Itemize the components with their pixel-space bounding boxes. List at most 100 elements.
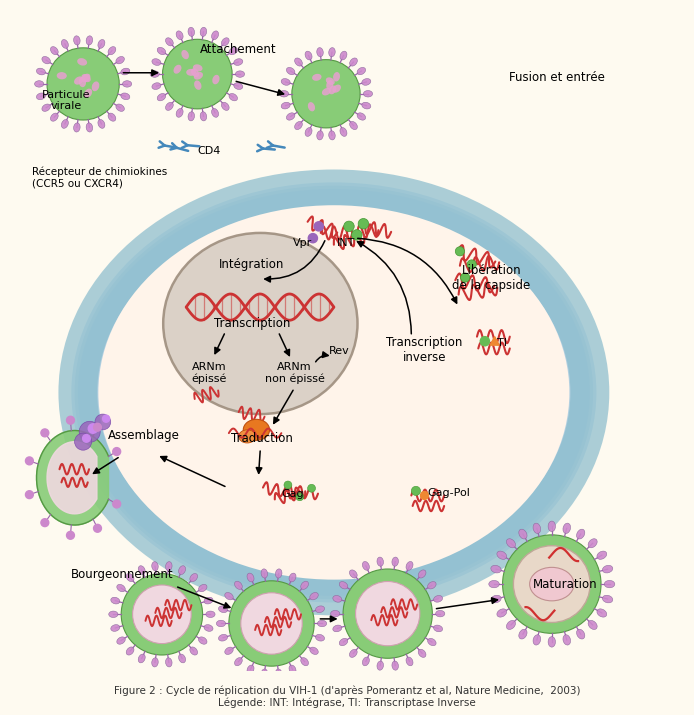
Ellipse shape	[577, 629, 585, 639]
Ellipse shape	[491, 566, 501, 573]
Text: ARNm
non épissé: ARNm non épissé	[264, 362, 324, 384]
Ellipse shape	[225, 593, 233, 600]
Ellipse shape	[543, 571, 552, 584]
Ellipse shape	[225, 647, 233, 654]
Ellipse shape	[166, 102, 174, 110]
Ellipse shape	[109, 611, 118, 618]
Ellipse shape	[602, 596, 613, 603]
Ellipse shape	[84, 89, 92, 98]
Ellipse shape	[181, 50, 189, 59]
Ellipse shape	[217, 621, 226, 627]
Ellipse shape	[362, 79, 371, 85]
Ellipse shape	[234, 59, 243, 65]
Ellipse shape	[350, 58, 357, 66]
Ellipse shape	[152, 83, 161, 89]
Circle shape	[26, 490, 33, 498]
Ellipse shape	[281, 79, 290, 85]
Circle shape	[94, 423, 101, 431]
Text: INT: INT	[337, 238, 355, 248]
Ellipse shape	[158, 94, 166, 101]
Ellipse shape	[489, 581, 499, 588]
Ellipse shape	[74, 123, 80, 132]
Ellipse shape	[305, 51, 312, 60]
Ellipse shape	[377, 557, 384, 566]
Ellipse shape	[152, 658, 158, 667]
Circle shape	[121, 573, 203, 655]
Circle shape	[344, 221, 354, 232]
Ellipse shape	[261, 569, 268, 578]
Ellipse shape	[61, 119, 68, 128]
Circle shape	[502, 535, 601, 633]
Circle shape	[307, 484, 316, 492]
Ellipse shape	[545, 583, 559, 593]
Ellipse shape	[597, 609, 607, 617]
Ellipse shape	[234, 83, 243, 89]
Ellipse shape	[418, 649, 426, 657]
Circle shape	[47, 48, 119, 120]
Ellipse shape	[150, 71, 159, 77]
Ellipse shape	[174, 64, 181, 74]
Ellipse shape	[577, 529, 585, 539]
Text: Intégration: Intégration	[219, 258, 285, 271]
Circle shape	[67, 531, 74, 539]
Ellipse shape	[152, 59, 161, 65]
Ellipse shape	[406, 561, 413, 571]
Ellipse shape	[333, 72, 340, 82]
Ellipse shape	[333, 625, 342, 632]
Ellipse shape	[166, 562, 172, 571]
Circle shape	[467, 260, 476, 269]
Ellipse shape	[176, 31, 183, 39]
Circle shape	[67, 416, 74, 424]
Ellipse shape	[123, 81, 132, 87]
Ellipse shape	[588, 621, 597, 629]
Ellipse shape	[138, 566, 145, 574]
Ellipse shape	[166, 658, 172, 667]
Ellipse shape	[235, 658, 242, 666]
Circle shape	[308, 234, 317, 243]
Ellipse shape	[316, 131, 323, 140]
Ellipse shape	[229, 94, 237, 101]
Ellipse shape	[340, 127, 347, 137]
Ellipse shape	[212, 109, 219, 117]
Ellipse shape	[497, 609, 507, 617]
Ellipse shape	[588, 538, 597, 548]
Ellipse shape	[497, 551, 507, 559]
Ellipse shape	[198, 584, 207, 592]
Ellipse shape	[604, 581, 615, 588]
Ellipse shape	[362, 561, 369, 571]
Ellipse shape	[316, 606, 325, 613]
Circle shape	[241, 593, 302, 654]
Ellipse shape	[111, 625, 120, 631]
Ellipse shape	[108, 113, 116, 122]
Circle shape	[314, 222, 323, 231]
Ellipse shape	[81, 74, 90, 82]
Circle shape	[41, 429, 49, 437]
Text: CD4: CD4	[197, 146, 221, 156]
Ellipse shape	[289, 573, 296, 582]
Ellipse shape	[339, 638, 348, 646]
Circle shape	[133, 585, 191, 644]
Ellipse shape	[51, 113, 58, 122]
Ellipse shape	[507, 621, 516, 629]
Ellipse shape	[221, 38, 229, 46]
Ellipse shape	[340, 51, 347, 60]
Text: TI: TI	[497, 338, 507, 348]
Ellipse shape	[166, 38, 174, 46]
Text: Vpr: Vpr	[293, 238, 312, 248]
Ellipse shape	[326, 80, 333, 89]
Ellipse shape	[350, 649, 357, 657]
Ellipse shape	[301, 658, 308, 666]
Ellipse shape	[191, 69, 199, 77]
Ellipse shape	[78, 189, 590, 596]
Ellipse shape	[178, 654, 185, 663]
Ellipse shape	[568, 589, 581, 601]
Ellipse shape	[530, 568, 574, 601]
Ellipse shape	[305, 127, 312, 137]
Ellipse shape	[312, 74, 321, 81]
Ellipse shape	[548, 636, 555, 647]
Circle shape	[103, 415, 110, 423]
Ellipse shape	[519, 629, 527, 639]
Ellipse shape	[42, 104, 51, 112]
Ellipse shape	[126, 573, 134, 581]
Circle shape	[455, 247, 464, 256]
